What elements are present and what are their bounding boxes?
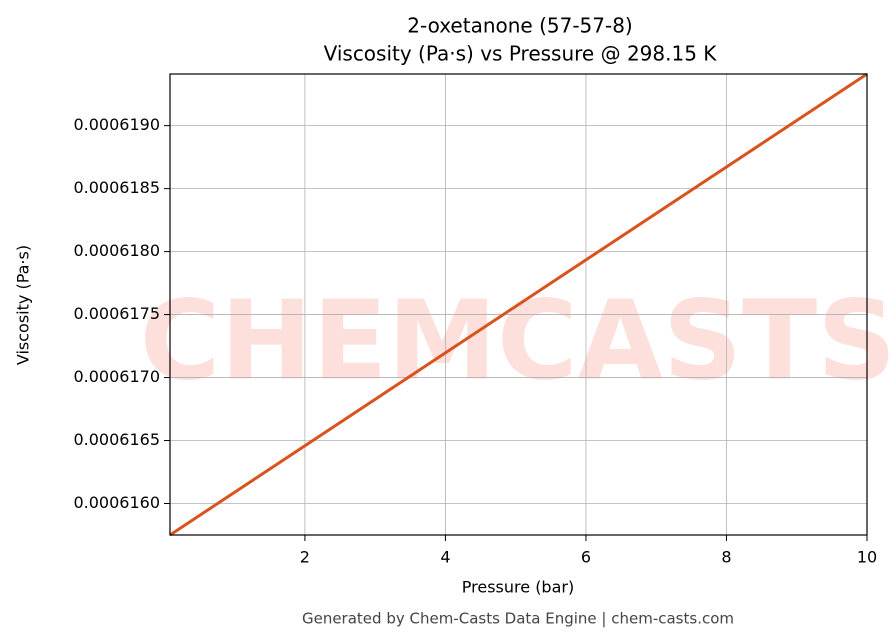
x-tick-label: 2 <box>300 548 310 567</box>
x-tick-label: 8 <box>721 548 731 567</box>
y-tick-label: 0.0006190 <box>73 115 160 134</box>
y-tick-label: 0.0006165 <box>73 430 160 449</box>
x-tick-label: 6 <box>581 548 591 567</box>
y-tick-label: 0.0006160 <box>73 493 160 512</box>
y-tick-label: 0.0006185 <box>73 178 160 197</box>
y-axis-label: Viscosity (Pa·s) <box>14 245 33 365</box>
chart-title: 2-oxetanone (57-57-8) <box>407 14 632 38</box>
line <box>169 72 868 537</box>
y-tick-label: 0.0006170 <box>73 367 160 386</box>
y-tick-label: 0.0006180 <box>73 241 160 260</box>
plot-frame <box>169 73 868 536</box>
chart-subtitle: Viscosity (Pa·s) vs Pressure @ 298.15 K <box>324 42 718 66</box>
y-tick-label: 0.0006175 <box>73 304 160 323</box>
footer: Generated by Chem-Casts Data Engine | ch… <box>302 610 734 628</box>
x-axis-label: Pressure (bar) <box>462 578 574 597</box>
watermark: CHEMCASTS <box>140 276 896 404</box>
x-tick-label: 4 <box>440 548 450 567</box>
x-tick-label: 10 <box>857 548 877 567</box>
